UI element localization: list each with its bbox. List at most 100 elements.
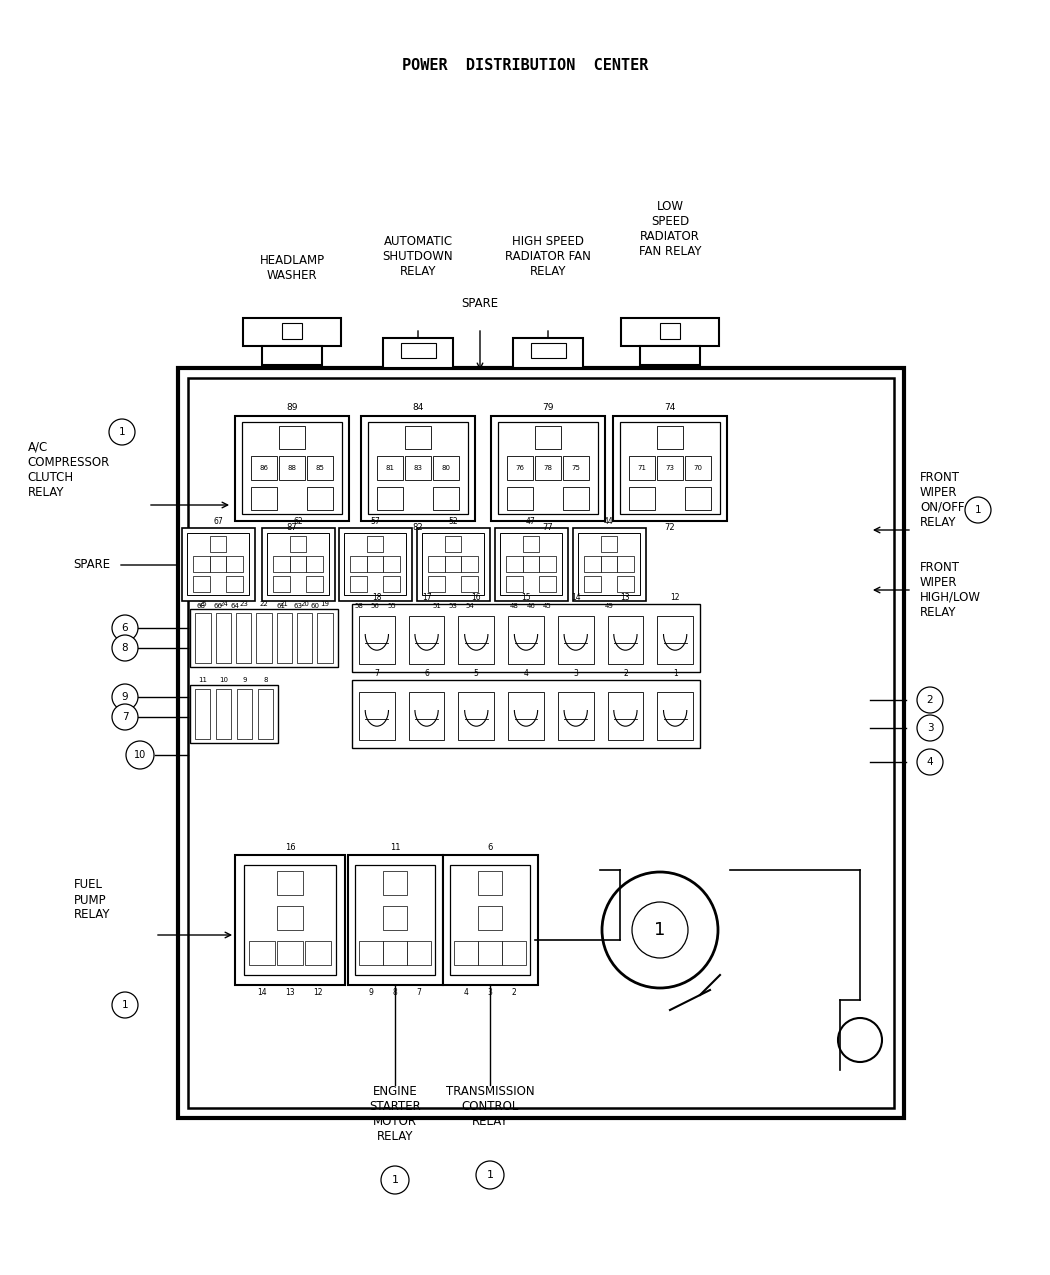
- Text: 19: 19: [320, 601, 330, 607]
- Bar: [235, 416, 349, 520]
- Text: 88: 88: [288, 465, 296, 470]
- Bar: [657, 616, 693, 664]
- Text: 2: 2: [623, 669, 628, 678]
- Text: 1: 1: [486, 1170, 494, 1179]
- Circle shape: [632, 901, 688, 958]
- Bar: [629, 456, 655, 479]
- Bar: [540, 576, 555, 592]
- Text: TRANSMISSION
CONTROL
RELAY: TRANSMISSION CONTROL RELAY: [445, 1085, 534, 1128]
- Text: 13: 13: [621, 593, 630, 602]
- Bar: [276, 613, 292, 663]
- Bar: [182, 528, 254, 601]
- Text: 12: 12: [670, 593, 680, 602]
- Text: 57: 57: [370, 516, 380, 525]
- Bar: [540, 556, 555, 571]
- Bar: [442, 856, 538, 986]
- Text: 76: 76: [516, 465, 524, 470]
- Bar: [498, 422, 598, 514]
- Text: 4: 4: [927, 757, 933, 768]
- Text: 16: 16: [285, 843, 295, 852]
- Text: 60: 60: [310, 603, 319, 608]
- Bar: [601, 537, 617, 552]
- Text: 9: 9: [122, 692, 128, 703]
- Circle shape: [476, 1162, 504, 1190]
- Text: 52: 52: [448, 516, 458, 525]
- Bar: [523, 556, 540, 571]
- Bar: [377, 487, 403, 510]
- Bar: [407, 941, 430, 965]
- Bar: [383, 907, 407, 931]
- Bar: [478, 871, 502, 895]
- Text: 78: 78: [544, 465, 552, 470]
- Bar: [639, 346, 700, 365]
- Bar: [383, 576, 400, 592]
- Text: POWER  DISTRIBUTION  CENTER: POWER DISTRIBUTION CENTER: [402, 57, 648, 73]
- Text: 14: 14: [257, 988, 267, 997]
- Bar: [408, 692, 444, 740]
- Text: 44: 44: [604, 516, 614, 525]
- Bar: [491, 416, 605, 520]
- Text: 16: 16: [471, 593, 481, 602]
- Bar: [352, 604, 700, 672]
- Bar: [359, 941, 383, 965]
- Bar: [513, 338, 583, 368]
- Text: FUEL
PUMP
RELAY: FUEL PUMP RELAY: [74, 878, 110, 922]
- Text: 82: 82: [413, 524, 423, 533]
- Text: A/C
COMPRESSOR
CLUTCH
RELAY: A/C COMPRESSOR CLUTCH RELAY: [27, 441, 110, 499]
- Text: 66: 66: [213, 603, 223, 608]
- Bar: [608, 692, 644, 740]
- Bar: [508, 692, 544, 740]
- Text: 13: 13: [286, 988, 295, 997]
- Bar: [383, 941, 407, 965]
- Text: 15: 15: [521, 593, 531, 602]
- Text: 64: 64: [230, 603, 239, 608]
- Bar: [563, 456, 589, 479]
- Bar: [178, 368, 904, 1118]
- Circle shape: [112, 635, 138, 660]
- Bar: [251, 487, 277, 510]
- Text: 10: 10: [219, 677, 228, 683]
- Bar: [383, 871, 407, 895]
- Bar: [236, 688, 252, 739]
- Circle shape: [126, 741, 154, 769]
- Bar: [317, 613, 333, 663]
- Bar: [454, 941, 478, 965]
- Bar: [620, 422, 720, 514]
- Bar: [187, 533, 249, 594]
- Text: 6: 6: [424, 669, 429, 678]
- Bar: [277, 871, 303, 895]
- Bar: [428, 576, 445, 592]
- Text: 87: 87: [287, 524, 297, 533]
- Text: 53: 53: [448, 603, 458, 608]
- Bar: [563, 487, 589, 510]
- Bar: [445, 556, 461, 571]
- Bar: [530, 343, 566, 358]
- Text: 45: 45: [543, 603, 552, 608]
- Bar: [261, 528, 335, 601]
- Bar: [348, 856, 442, 986]
- Circle shape: [112, 992, 138, 1017]
- Bar: [277, 907, 303, 931]
- Text: 85: 85: [316, 465, 324, 470]
- Bar: [242, 422, 342, 514]
- Bar: [361, 416, 475, 520]
- Bar: [657, 456, 684, 479]
- Bar: [502, 941, 526, 965]
- Bar: [400, 343, 436, 358]
- Bar: [304, 941, 331, 965]
- Bar: [459, 616, 495, 664]
- Text: 7: 7: [375, 669, 379, 678]
- Bar: [584, 576, 601, 592]
- Bar: [508, 616, 544, 664]
- Bar: [338, 528, 412, 601]
- Text: SPARE: SPARE: [461, 297, 499, 310]
- Text: 84: 84: [413, 403, 424, 413]
- Text: 71: 71: [637, 465, 647, 470]
- Text: 46: 46: [526, 603, 536, 608]
- Text: 20: 20: [300, 601, 309, 607]
- Bar: [558, 616, 593, 664]
- Text: ENGINE
STARTER
MOTOR
RELAY: ENGINE STARTER MOTOR RELAY: [370, 1085, 421, 1142]
- Text: SPARE: SPARE: [72, 558, 110, 571]
- Text: 10: 10: [134, 750, 146, 760]
- Text: 54: 54: [465, 603, 474, 608]
